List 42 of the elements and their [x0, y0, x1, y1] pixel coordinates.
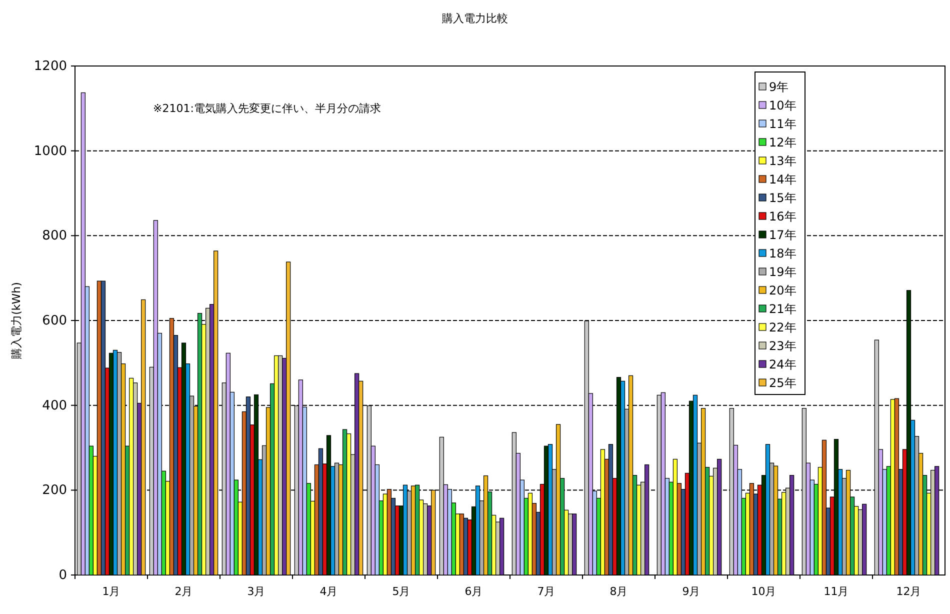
y-tick-label: 800 [42, 228, 67, 244]
bar [608, 444, 614, 576]
legend-label: 11年 [769, 117, 796, 131]
legend-label: 24年 [769, 358, 796, 372]
x-tick-label: 2月 [174, 585, 193, 598]
legend-label: 25年 [769, 376, 796, 390]
x-tick-label: 6月 [464, 585, 483, 598]
chart-title: 購入電力比較 [442, 12, 508, 25]
y-tick-label: 600 [42, 314, 67, 328]
x-tick-label: 7月 [537, 585, 556, 598]
annotation: ※2101:電気購入先変更に伴い、半月分の請求 [153, 102, 381, 115]
bar [556, 424, 561, 576]
x-tick-label: 5月 [392, 585, 410, 598]
bar [700, 408, 706, 576]
y-axis-title: 購入電力(kWh) [10, 282, 23, 359]
y-tick-label: 1000 [34, 144, 67, 159]
legend-label: 17年 [769, 228, 796, 242]
legend-label: 14年 [769, 172, 796, 186]
x-tick-label: 12月 [896, 585, 922, 598]
x-tick-label: 1月 [102, 585, 120, 598]
x-tick-label: 10月 [751, 585, 776, 598]
legend-label: 16年 [769, 210, 796, 224]
legend-label: 13年 [769, 154, 796, 168]
x-tick-label: 3月 [247, 585, 266, 598]
x-tick-label: 8月 [610, 585, 628, 598]
x-tick-label: 4月 [320, 585, 338, 598]
y-tick-label: 200 [42, 483, 67, 498]
legend-label: 21年 [769, 302, 796, 316]
legend-label: 20年 [769, 284, 796, 298]
legend-label: 23年 [769, 339, 796, 353]
legend-label: 9年 [769, 80, 789, 94]
legend-label: 22年 [769, 320, 796, 334]
x-tick-label: 11月 [824, 585, 849, 598]
x-tick-label: 9月 [682, 585, 700, 598]
legend-label: 10年 [769, 98, 796, 112]
y-tick-label: 400 [42, 398, 67, 414]
y-tick-label: 0 [58, 568, 67, 583]
legend-label: 18年 [769, 246, 796, 260]
legend-label: 19年 [769, 265, 796, 279]
legend-label: 15年 [769, 191, 796, 205]
y-tick-label: 1200 [34, 59, 67, 74]
legend-label: 12年 [769, 136, 796, 150]
